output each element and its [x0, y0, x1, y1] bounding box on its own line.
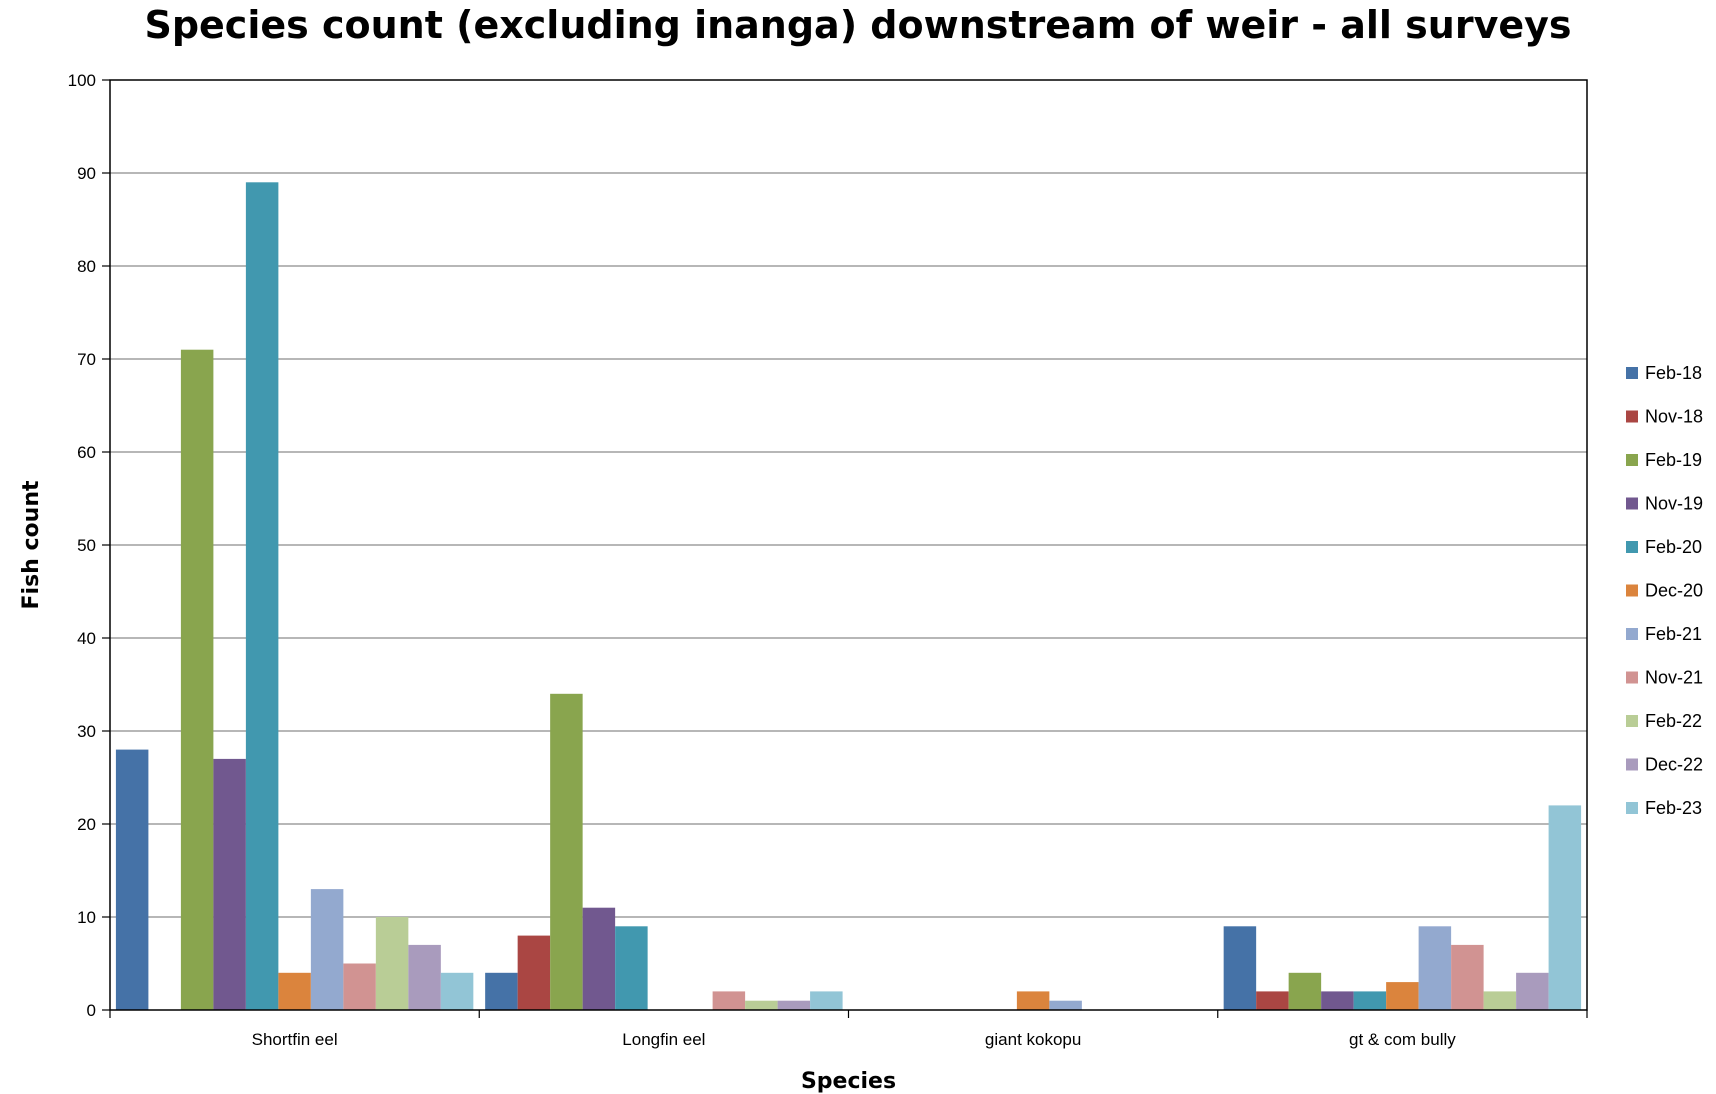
legend-label: Feb-21 — [1645, 624, 1702, 644]
legend-item-nov-19: Nov-19 — [1626, 494, 1703, 514]
x-tick-label: Longfin eel — [622, 1030, 705, 1049]
bar-feb-22-3 — [1483, 991, 1517, 1010]
legend-swatch — [1626, 410, 1638, 423]
bar-feb-19-3 — [1288, 972, 1322, 1010]
legend-swatch — [1626, 584, 1638, 597]
legend-label: Feb-23 — [1645, 798, 1702, 818]
bar-dec-22-1 — [777, 1000, 811, 1010]
legend-item-feb-21: Feb-21 — [1626, 624, 1702, 644]
bar-feb-18-3 — [1223, 926, 1257, 1010]
legend-swatch — [1626, 497, 1638, 510]
bar-feb-22-1 — [745, 1000, 778, 1010]
bar-feb-21-2 — [1049, 1000, 1082, 1010]
bar-nov-21-1 — [712, 991, 746, 1010]
legend-label: Feb-20 — [1645, 537, 1702, 557]
bar-feb-23-0 — [440, 972, 474, 1010]
gridlines — [110, 172, 1587, 918]
y-tick-label: 10 — [77, 908, 96, 927]
legend-swatch — [1626, 671, 1638, 684]
legend-label: Dec-20 — [1645, 581, 1703, 601]
y-tick-label: 90 — [77, 164, 96, 183]
bar-feb-19-1 — [550, 693, 583, 1010]
bars — [115, 182, 1582, 1011]
bar-feb-20-1 — [615, 926, 648, 1010]
legend-label: Feb-18 — [1645, 363, 1702, 383]
x-tick-label: Shortfin eel — [252, 1030, 338, 1049]
bar-dec-20-0 — [278, 972, 311, 1010]
bar-feb-20-0 — [245, 182, 279, 1011]
legend-item-feb-22: Feb-22 — [1626, 711, 1702, 731]
y-tick-label: 100 — [68, 71, 96, 90]
x-axis-ticks: Shortfin eel Longfin eel giant kokopu gt & … — [109, 1010, 1588, 1049]
y-tick-label: 60 — [77, 443, 96, 462]
y-axis-title: Fish count — [19, 480, 44, 609]
bar-feb-19-0 — [180, 349, 214, 1010]
y-tick-label: 30 — [77, 722, 96, 741]
bar-nov-18-3 — [1256, 991, 1289, 1010]
bar-nov-19-1 — [582, 907, 616, 1010]
x-axis-title: Species — [801, 1069, 896, 1094]
bar-feb-18-0 — [115, 749, 149, 1010]
legend: Feb-18 Nov-18 Feb-19 Nov-19 Feb-20 Dec-20 Feb-… — [1626, 363, 1703, 818]
y-tick-label: 20 — [77, 815, 96, 834]
legend-swatch — [1626, 758, 1638, 771]
legend-label: Dec-22 — [1645, 755, 1703, 775]
legend-swatch — [1626, 367, 1638, 379]
bar-dec-20-3 — [1386, 982, 1419, 1010]
bar-nov-21-0 — [343, 963, 376, 1010]
x-tick-label: giant kokopu — [985, 1030, 1081, 1049]
bar-feb-23-1 — [810, 991, 843, 1010]
legend-item-feb-23: Feb-23 — [1626, 798, 1702, 818]
bar-dec-20-2 — [1016, 991, 1050, 1010]
bar-nov-19-3 — [1321, 991, 1354, 1010]
legend-label: Feb-19 — [1645, 450, 1702, 470]
y-tick-label: 0 — [87, 1001, 96, 1020]
bar-feb-21-3 — [1418, 926, 1452, 1010]
bar-feb-23-3 — [1548, 805, 1582, 1010]
y-tick-label: 40 — [77, 629, 96, 648]
y-axis-ticks: 0 10 20 30 40 50 60 70 80 90 100 — [68, 71, 110, 1020]
legend-label: Feb-22 — [1645, 711, 1702, 731]
legend-swatch — [1626, 715, 1638, 727]
x-tick-label: gt & com bully — [1349, 1030, 1456, 1049]
bar-feb-18-1 — [485, 972, 518, 1010]
bar-nov-21-3 — [1451, 944, 1484, 1010]
legend-label: Nov-18 — [1645, 407, 1703, 427]
legend-item-nov-18: Nov-18 — [1626, 407, 1703, 427]
bar-nov-19-0 — [213, 758, 246, 1010]
bar-nov-18-1 — [517, 935, 551, 1010]
legend-swatch — [1626, 454, 1638, 466]
legend-item-dec-20: Dec-20 — [1626, 581, 1703, 601]
legend-item-feb-19: Feb-19 — [1626, 450, 1702, 470]
legend-swatch — [1626, 541, 1638, 553]
bar-feb-22-0 — [375, 917, 409, 1010]
legend-swatch — [1626, 802, 1638, 814]
legend-label: Nov-19 — [1645, 494, 1703, 514]
legend-item-dec-22: Dec-22 — [1626, 755, 1703, 775]
chart-title: Species count (excluding inanga) downstr… — [144, 3, 1571, 47]
bar-feb-21-0 — [310, 889, 344, 1010]
bar-dec-22-0 — [408, 944, 441, 1010]
y-tick-label: 70 — [77, 350, 96, 369]
y-tick-label: 80 — [77, 257, 96, 276]
legend-item-feb-18: Feb-18 — [1626, 363, 1702, 383]
bar-feb-20-3 — [1353, 991, 1387, 1010]
legend-item-feb-20: Feb-20 — [1626, 537, 1702, 557]
bar-dec-22-3 — [1516, 972, 1549, 1010]
legend-item-nov-21: Nov-21 — [1626, 668, 1703, 688]
legend-label: Nov-21 — [1645, 668, 1703, 688]
y-tick-label: 50 — [77, 536, 96, 555]
legend-swatch — [1626, 628, 1638, 640]
